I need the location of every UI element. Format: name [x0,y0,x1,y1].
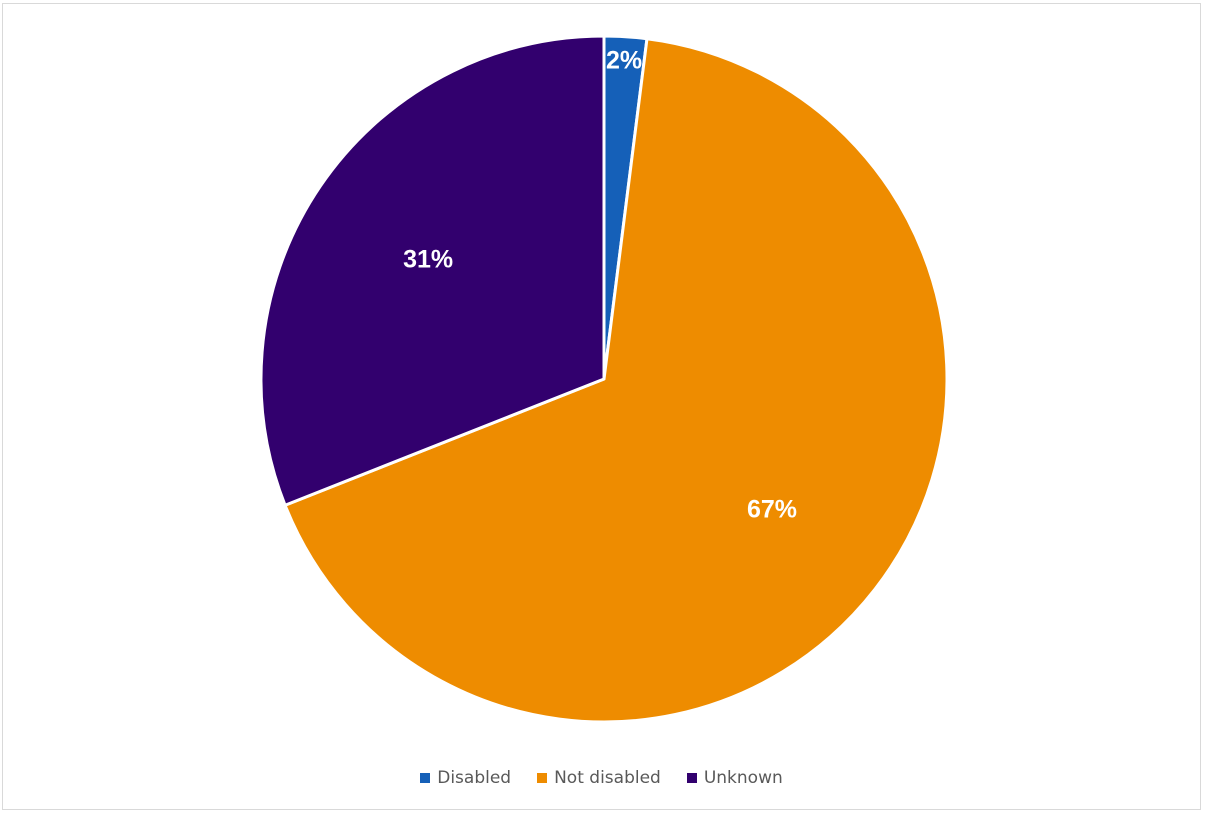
legend-swatch-not-disabled [537,773,548,783]
legend-swatch-disabled [420,773,431,783]
legend-label-disabled: Disabled [437,768,512,788]
legend: Disabled Not disabled Unknown [3,768,1200,788]
legend-swatch-unknown [686,773,697,783]
data-label-unknown: 31% [403,245,453,273]
legend-item-unknown: Unknown [686,768,783,788]
pie-slice-unknown [259,34,606,507]
data-label-not-disabled: 67% [747,495,797,523]
legend-label-unknown: Unknown [703,768,783,788]
legend-label-not-disabled: Not disabled [554,768,661,788]
pie-slice-not-disabled [283,37,949,724]
chart-area: 2% 67% 31% Disabled Not disabled Unknown [2,3,1201,810]
legend-item-disabled: Disabled [420,768,511,788]
data-label-disabled: 2% [606,47,642,75]
legend-item-not-disabled: Not disabled [537,768,661,788]
pie-chart: 2% 67% 31% [259,34,949,724]
